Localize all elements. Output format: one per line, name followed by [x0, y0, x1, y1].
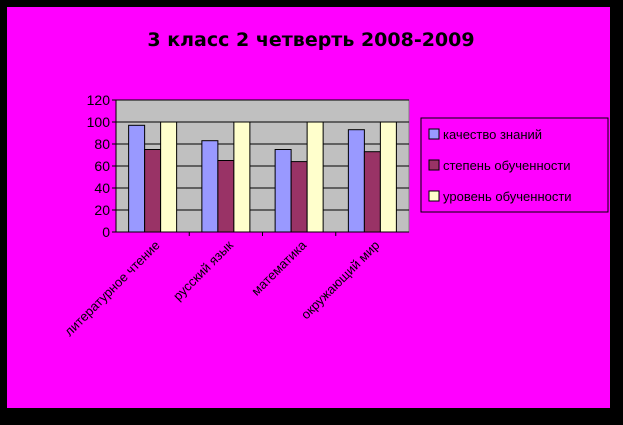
x-category-label: окружающий мир [298, 238, 383, 323]
bar [217, 160, 235, 233]
legend-swatch [428, 128, 440, 140]
bar [347, 129, 365, 233]
x-category-label: русский язык [170, 237, 236, 303]
legend-label: степень обученности [443, 158, 571, 173]
bars [128, 121, 397, 233]
y-tick-label: 100 [87, 114, 111, 130]
legend-swatch [428, 159, 440, 171]
bar [160, 121, 178, 233]
legend-label: качество знаний [443, 127, 542, 142]
legend: качество знаний степень обученности уровен… [420, 117, 609, 213]
bar [201, 140, 219, 233]
y-tick-label: 80 [94, 136, 110, 152]
bar [379, 121, 397, 233]
bar [233, 121, 251, 233]
bar [128, 124, 146, 233]
legend-swatch [428, 190, 440, 202]
y-tick-label: 120 [87, 92, 111, 108]
bar [306, 121, 324, 233]
bar [363, 151, 381, 233]
bar [274, 149, 292, 233]
legend-box [420, 117, 609, 213]
legend-label: уровень обученности [443, 189, 572, 204]
y-tick-label: 20 [94, 202, 110, 218]
bar [290, 161, 308, 233]
x-category-label: литературное чтение [61, 238, 162, 339]
y-tick-label: 0 [102, 224, 110, 240]
y-tick-label: 40 [94, 180, 110, 196]
y-tick-label: 60 [94, 158, 110, 174]
x-category-label: математика [248, 237, 310, 299]
bar [144, 149, 162, 233]
chart-title: 3 класс 2 четверть 2008-2009 [147, 29, 474, 51]
